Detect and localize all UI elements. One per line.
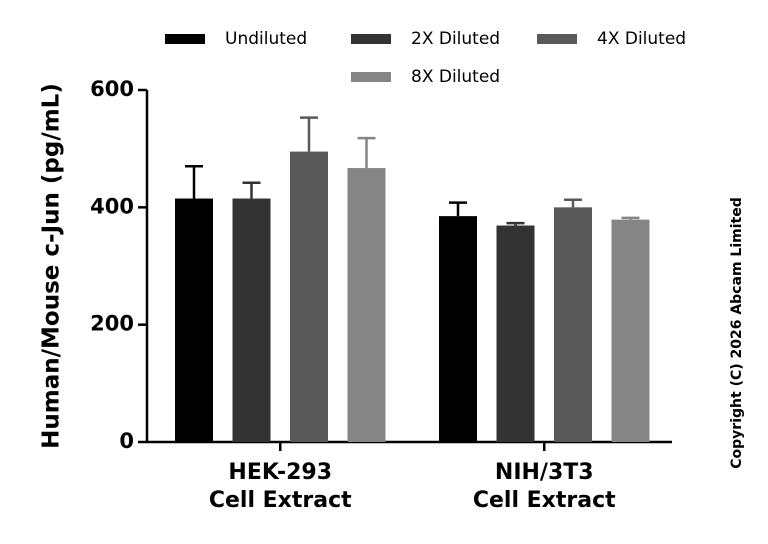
bar-group [175, 116, 386, 442]
legend-swatch [351, 72, 391, 82]
x-tick-label: HEK-293 [228, 460, 332, 485]
y-tick-label: 0 [119, 429, 134, 453]
x-axis: HEK-293 Cell Extract NIH/3T3 Cell Extract [147, 440, 672, 513]
bar [290, 151, 328, 442]
legend-swatch [537, 34, 577, 44]
y-tick-label: 400 [90, 194, 134, 218]
bar [232, 198, 271, 442]
legend: Undiluted 2X Diluted 4X Diluted 8X Diluted [165, 29, 686, 87]
y-tick-label: 600 [90, 77, 134, 101]
bar [347, 168, 386, 442]
y-axis-label: Human/Mouse c-Jun (pg/mL) [39, 83, 65, 449]
x-tick-label: Cell Extract [209, 488, 352, 513]
legend-item: Undiluted [165, 29, 307, 49]
bar [496, 225, 535, 442]
x-tick-label: Cell Extract [473, 488, 616, 513]
legend-item: 4X Diluted [537, 29, 686, 49]
legend-label: 2X Diluted [411, 29, 500, 49]
legend-swatch [165, 34, 205, 44]
y-axis: 0 200 400 600 [90, 77, 149, 453]
copyright-text: Copyright (C) 2026 Abcam Limited [729, 197, 745, 468]
legend-swatch [351, 34, 391, 44]
bar [439, 216, 477, 442]
legend-label: 8X Diluted [411, 67, 500, 87]
legend-item: 8X Diluted [351, 67, 500, 87]
bar [175, 198, 213, 442]
legend-label: 4X Diluted [597, 29, 686, 49]
legend-item: 2X Diluted [351, 29, 500, 49]
y-tick-label: 200 [90, 312, 134, 336]
bar [611, 219, 650, 442]
bar [554, 207, 592, 442]
bar-group [439, 198, 650, 442]
x-tick-label: NIH/3T3 [495, 460, 594, 485]
legend-label: Undiluted [225, 29, 307, 49]
bars [175, 116, 650, 442]
